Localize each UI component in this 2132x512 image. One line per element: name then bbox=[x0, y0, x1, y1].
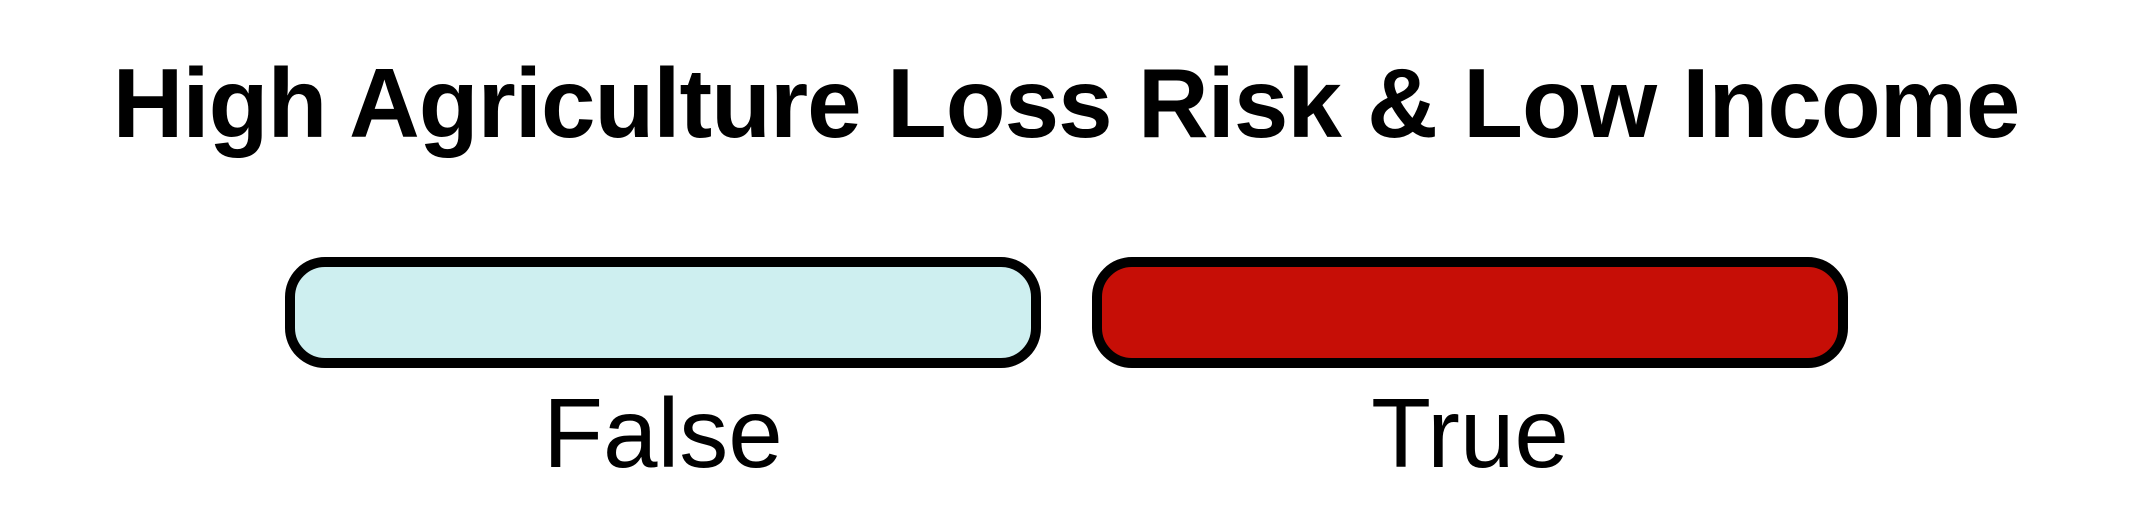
legend-label-true: True bbox=[1371, 378, 1569, 488]
legend-label-false: False bbox=[543, 378, 783, 488]
legend-swatch-true bbox=[1092, 257, 1848, 368]
legend-title: High Agriculture Loss Risk & Low Income bbox=[112, 48, 2021, 158]
legend-swatch-false bbox=[285, 257, 1041, 368]
